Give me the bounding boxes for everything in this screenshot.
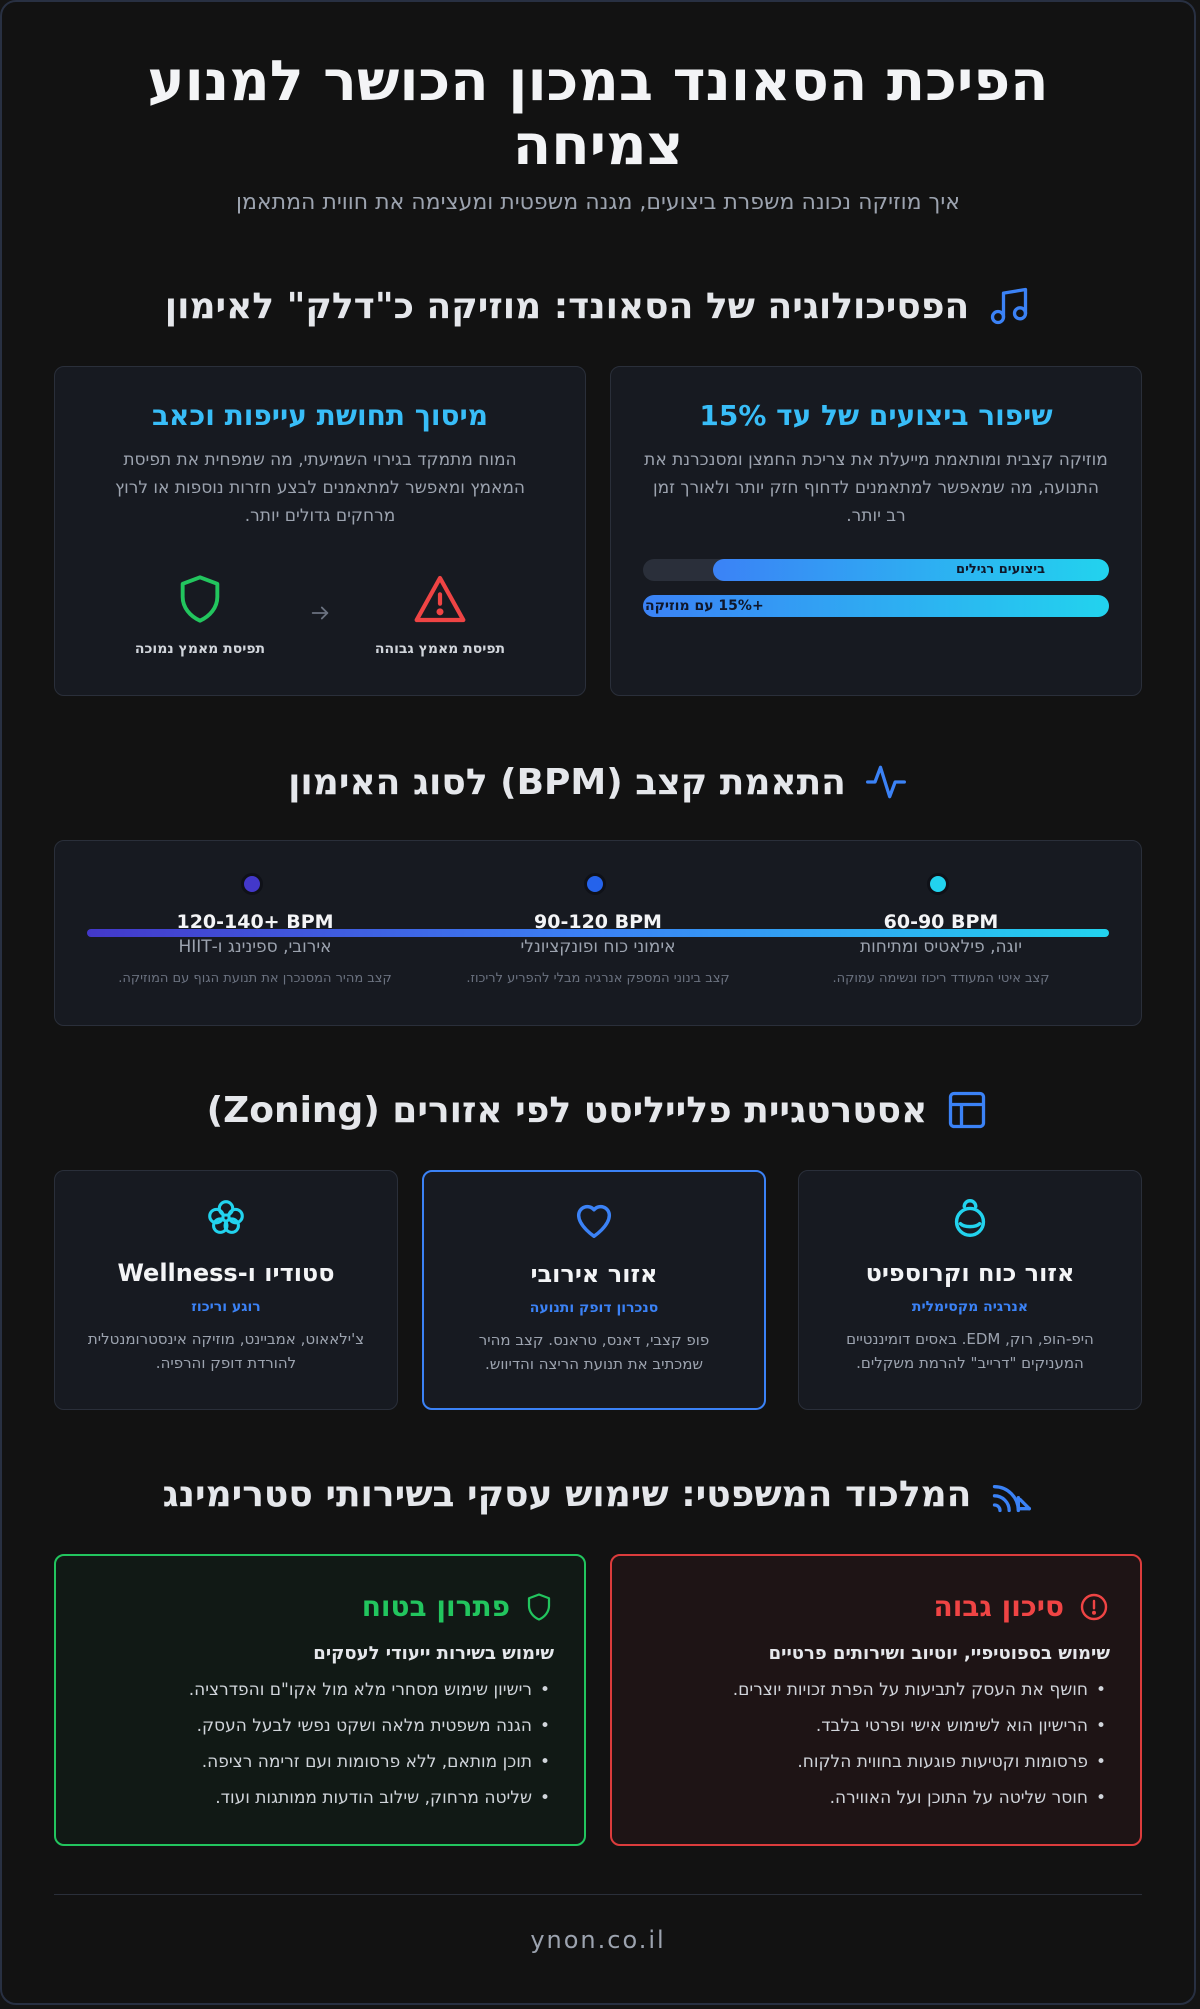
psychology-title-text: הפסיכולוגיה של הסאונד: מוזיקה כ"דלק" לאי… [164, 285, 970, 327]
bpm-item-slow-desc: קצב איטי המעודד ריכוז ונשימה עמוקה. [832, 971, 1050, 986]
list-item: חושף את העסק לתביעות על הפרת זכויות יוצר… [612, 1672, 1106, 1708]
safe-box-title: פתרון בטוח [361, 1590, 510, 1623]
legal-section-title: המלכוד המשפטי: שימוש עסקי בשירותי סטרימי… [54, 1472, 1142, 1516]
bpm-dot-medium [584, 873, 606, 895]
safe-box-sub: שימוש בשירות ייעודי לעסקים [313, 1643, 554, 1664]
risk-box-sub: שימוש בספוטיפיי, יוטיוב ושירותים פרטיים [768, 1643, 1110, 1664]
zone-wellness-sub: רוגע וריכוז [191, 1299, 261, 1315]
performance-card-text: מוזיקה קצבית ומותאמת מייעלת את צריכת החמ… [644, 450, 1108, 526]
bpm-section-title: התאמת קצב (BPM) לסוג האימון [54, 760, 1142, 804]
fatigue-card-title: מיסוך תחושת עייפות וכאב [151, 399, 489, 432]
alert-circle-icon [1080, 1593, 1108, 1620]
bpm-title-text: התאמת קצב (BPM) לסוג האימון [288, 761, 846, 803]
music-note-icon [991, 287, 1028, 325]
bpm-item-slow-range: 60-90 BPM [883, 911, 999, 933]
low-effort-label: תפיסת מאמץ נמוכה [134, 641, 266, 657]
risk-list: חושף את העסק לתביעות על הפרת זכויות יוצר… [612, 1672, 1110, 1816]
performance-card: שיפור ביצועים של עד 15% מוזיקה קצבית ומו… [610, 366, 1142, 696]
footer-link[interactable]: ynon.co.il [530, 1926, 666, 1954]
flower-icon [208, 1200, 244, 1234]
zone-card-strength: אזור כוח וקרוספיט אנרגיה מקסימלית היפ-הו… [798, 1170, 1142, 1410]
bpm-item-slow-type: יוגה, פילאטיס ומתיחות [859, 937, 1023, 957]
zone-strength-text: היפ-הופ, רוק, EDM. באסים דומיננטיים המענ… [846, 1330, 1094, 1372]
risk-box-title: סיכון גבוה [933, 1590, 1064, 1623]
performance-bar-music-label: +15% עם מוזיקה [645, 598, 764, 614]
bpm-item-medium-range: 90-120 BPM [534, 911, 662, 933]
bpm-dot-fast [241, 873, 263, 895]
safe-box-heading: פתרון בטוח [56, 1590, 554, 1623]
broadcast-icon [993, 1485, 1032, 1513]
fatigue-card-text: המוח מתמקד בגירוי השמיעתי, מה שמפחית את … [114, 450, 526, 526]
safe-box: פתרון בטוח שימוש בשירות ייעודי לעסקים רי… [54, 1554, 586, 1846]
bpm-item-medium-desc: קצב בינוני המספק אנרגיה מבלי להפריע לריכ… [466, 971, 730, 986]
pulse-icon [865, 765, 906, 799]
zoning-title-text: אסטרטגיית פלייליסט לפי אזורים (Zoning) [206, 1089, 928, 1131]
zone-wellness-text: צ'ילאאוט, אמביינט, מוזיקה אינסטרומנטלית … [87, 1330, 365, 1372]
bpm-dot-slow [927, 873, 949, 895]
zone-strength-title: אזור כוח וקרוספיט [865, 1259, 1075, 1287]
kettlebell-icon [954, 1199, 986, 1237]
risk-box: סיכון גבוה שימוש בספוטיפיי, יוטיוב ושירו… [610, 1554, 1142, 1846]
performance-card-title: שיפור ביצועים של עד 15% [699, 399, 1053, 432]
safe-list: רישיון שימוש מסחרי מלא מול אקו"ם והפדרצי… [56, 1672, 554, 1816]
performance-bar-normal: ביצועים רגילים [643, 559, 1109, 581]
zone-card-wellness: סטודיו ו-Wellness רוגע וריכוז צ'ילאאוט, … [54, 1170, 398, 1410]
bpm-item-fast-desc: קצב מהיר המסנכרן את תנועת הגוף עם המוזיק… [118, 971, 392, 986]
bpm-item-fast-type: אירובי, ספינינג ו-HIIT [178, 937, 332, 957]
list-item: שליטה מרחוק, שילוב הודעות ממותגות ועוד. [56, 1780, 550, 1816]
shield-icon [180, 575, 220, 623]
footer-divider [54, 1894, 1142, 1895]
zone-wellness-title: סטודיו ו-Wellness [117, 1259, 335, 1287]
high-effort-label: תפיסת מאמץ גבוהה [374, 641, 506, 657]
high-effort-indicator: תפיסת מאמץ גבוהה [365, 571, 515, 657]
list-item: חוסר שליטה על התוכן ועל האווירה. [612, 1780, 1106, 1816]
zone-aerobic-sub: סנכרון דופק ותנועה [529, 1300, 659, 1316]
list-item: הגנה משפטית מלאה ושקט נפשי לבעל העסק. [56, 1708, 550, 1744]
bpm-item-fast: 120-140+ BPM אירובי, ספינינג ו-HIIT קצב … [95, 911, 415, 986]
zone-aerobic-title: אזור אירובי [530, 1260, 658, 1288]
risk-box-heading: סיכון גבוה [612, 1590, 1110, 1623]
zone-strength-sub: אנרגיה מקסימלית [911, 1299, 1029, 1315]
page-title: הפיכת הסאונד במכון הכושר למנוע צמיחה [147, 49, 1049, 178]
bpm-timeline-card: 60-90 BPM יוגה, פילאטיס ומתיחות קצב איטי… [54, 840, 1142, 1026]
performance-bar-normal-fill [712, 559, 1109, 581]
legal-title-text: המלכוד המשפטי: שימוש עסקי בשירותי סטרימי… [162, 1473, 972, 1515]
warning-triangle-icon [414, 575, 466, 623]
performance-bar-music: +15% עם מוזיקה [643, 595, 1109, 617]
list-item: רישיון שימוש מסחרי מלא מול אקו"ם והפדרצי… [56, 1672, 550, 1708]
performance-bar-music-fill [643, 595, 1109, 617]
list-item: תוכן מותאם, ללא פרסומות ועם זרימה רציפה. [56, 1744, 550, 1780]
bpm-item-fast-range: 120-140+ BPM [176, 911, 334, 933]
heart-icon [576, 1204, 612, 1238]
list-item: הרישיון הוא לשימוש אישי ופרטי בלבד. [612, 1708, 1106, 1744]
performance-bar-normal-label: ביצועים רגילים [956, 562, 1045, 577]
list-item: פרסומות וקטיעות פוגעות בחווית הלקוח. [612, 1744, 1106, 1780]
zone-card-aerobic: אזור אירובי סנכרון דופק ותנועה פופ קצבי,… [422, 1170, 766, 1410]
low-effort-indicator: תפיסת מאמץ נמוכה [125, 571, 275, 657]
fatigue-card: מיסוך תחושת עייפות וכאב המוח מתמקד בגירו… [54, 366, 586, 696]
layout-icon [949, 1091, 986, 1129]
bpm-item-slow: 60-90 BPM יוגה, פילאטיס ומתיחות קצב איטי… [781, 911, 1101, 986]
bpm-timeline-line [87, 929, 1109, 937]
psychology-section-title: הפסיכולוגיה של הסאונד: מוזיקה כ"דלק" לאי… [54, 284, 1142, 328]
shield-icon [527, 1592, 551, 1621]
zone-aerobic-text: פופ קצבי, דאנס, טראנס. קצב מהיר שמכתיב א… [478, 1331, 710, 1373]
arrow-right-icon [311, 606, 329, 620]
bpm-item-medium-type: אימוני כוח ופונקציונלי [520, 937, 676, 957]
zoning-section-title: אסטרטגיית פלייליסט לפי אזורים (Zoning) [54, 1088, 1142, 1132]
page-subtitle: איך מוזיקה נכונה משפרת ביצועים, מגנה משפ… [236, 190, 960, 215]
bpm-item-medium: 90-120 BPM אימוני כוח ופונקציונלי קצב בי… [438, 911, 758, 986]
